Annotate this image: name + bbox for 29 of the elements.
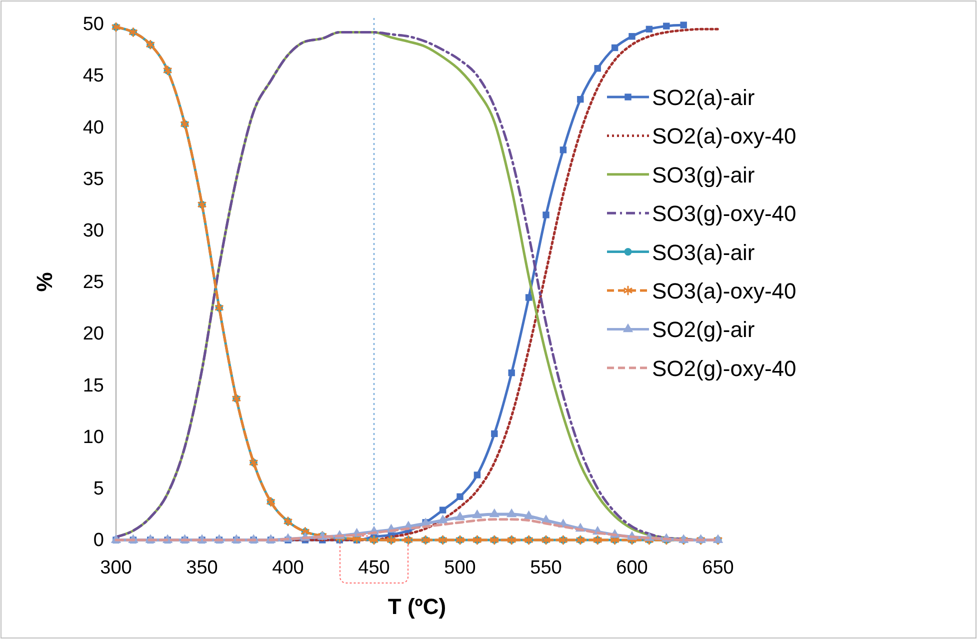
legend-label: SO2(g)-air (652, 317, 755, 342)
y-tick-label: 50 (82, 14, 104, 36)
x-tick-label: 500 (444, 557, 476, 578)
y-tick-label: 0 (93, 530, 104, 552)
x-tick-label: 650 (702, 557, 734, 578)
x-axis-title: T (ºC) (388, 594, 446, 619)
legend-label: SO2(g)-oxy-40 (652, 356, 796, 381)
y-tick-label: 40 (82, 117, 104, 138)
y-tick-label: 20 (82, 324, 104, 345)
legend-label: SO3(a)-oxy-40 (652, 278, 796, 304)
x-tick-label: 550 (530, 557, 562, 578)
y-tick-label: 30 (82, 220, 104, 242)
y-tick-label: 45 (82, 66, 104, 87)
legend-label: SO3(a)-air (652, 240, 755, 265)
y-tick-label: 15 (82, 375, 104, 396)
y-tick-label: 35 (82, 168, 104, 190)
legend-label: SO2(a)-air (652, 85, 755, 110)
x-tick-label: 600 (616, 557, 648, 578)
x-tick-label: 450 (358, 557, 390, 578)
x-tick-label: 350 (186, 557, 218, 578)
x-tick-label: 300 (100, 557, 132, 578)
y-tick-label: 5 (93, 478, 104, 500)
y-axis-title: % (32, 272, 57, 292)
legend-label: SO3(g)-oxy-40 (652, 201, 796, 226)
legend-label: SO2(a)-oxy-40 (652, 124, 796, 149)
y-tick-label: 25 (82, 272, 104, 294)
x-tick-label: 400 (272, 557, 304, 578)
y-tick-label: 10 (82, 426, 104, 448)
legend-label: SO3(g)-air (652, 162, 755, 188)
